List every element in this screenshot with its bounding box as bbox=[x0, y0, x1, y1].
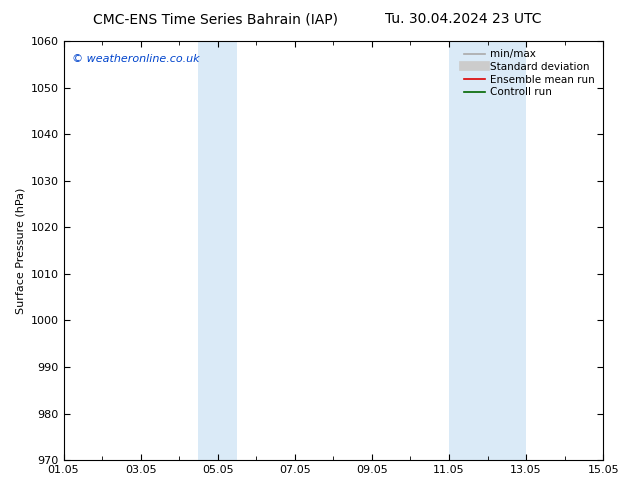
Text: CMC-ENS Time Series Bahrain (IAP): CMC-ENS Time Series Bahrain (IAP) bbox=[93, 12, 338, 26]
Text: © weatheronline.co.uk: © weatheronline.co.uk bbox=[72, 53, 199, 64]
Bar bbox=[449, 41, 526, 460]
Bar bbox=[198, 41, 237, 460]
Y-axis label: Surface Pressure (hPa): Surface Pressure (hPa) bbox=[15, 187, 25, 314]
Legend: min/max, Standard deviation, Ensemble mean run, Controll run: min/max, Standard deviation, Ensemble me… bbox=[461, 46, 598, 100]
Text: Tu. 30.04.2024 23 UTC: Tu. 30.04.2024 23 UTC bbox=[385, 12, 541, 26]
